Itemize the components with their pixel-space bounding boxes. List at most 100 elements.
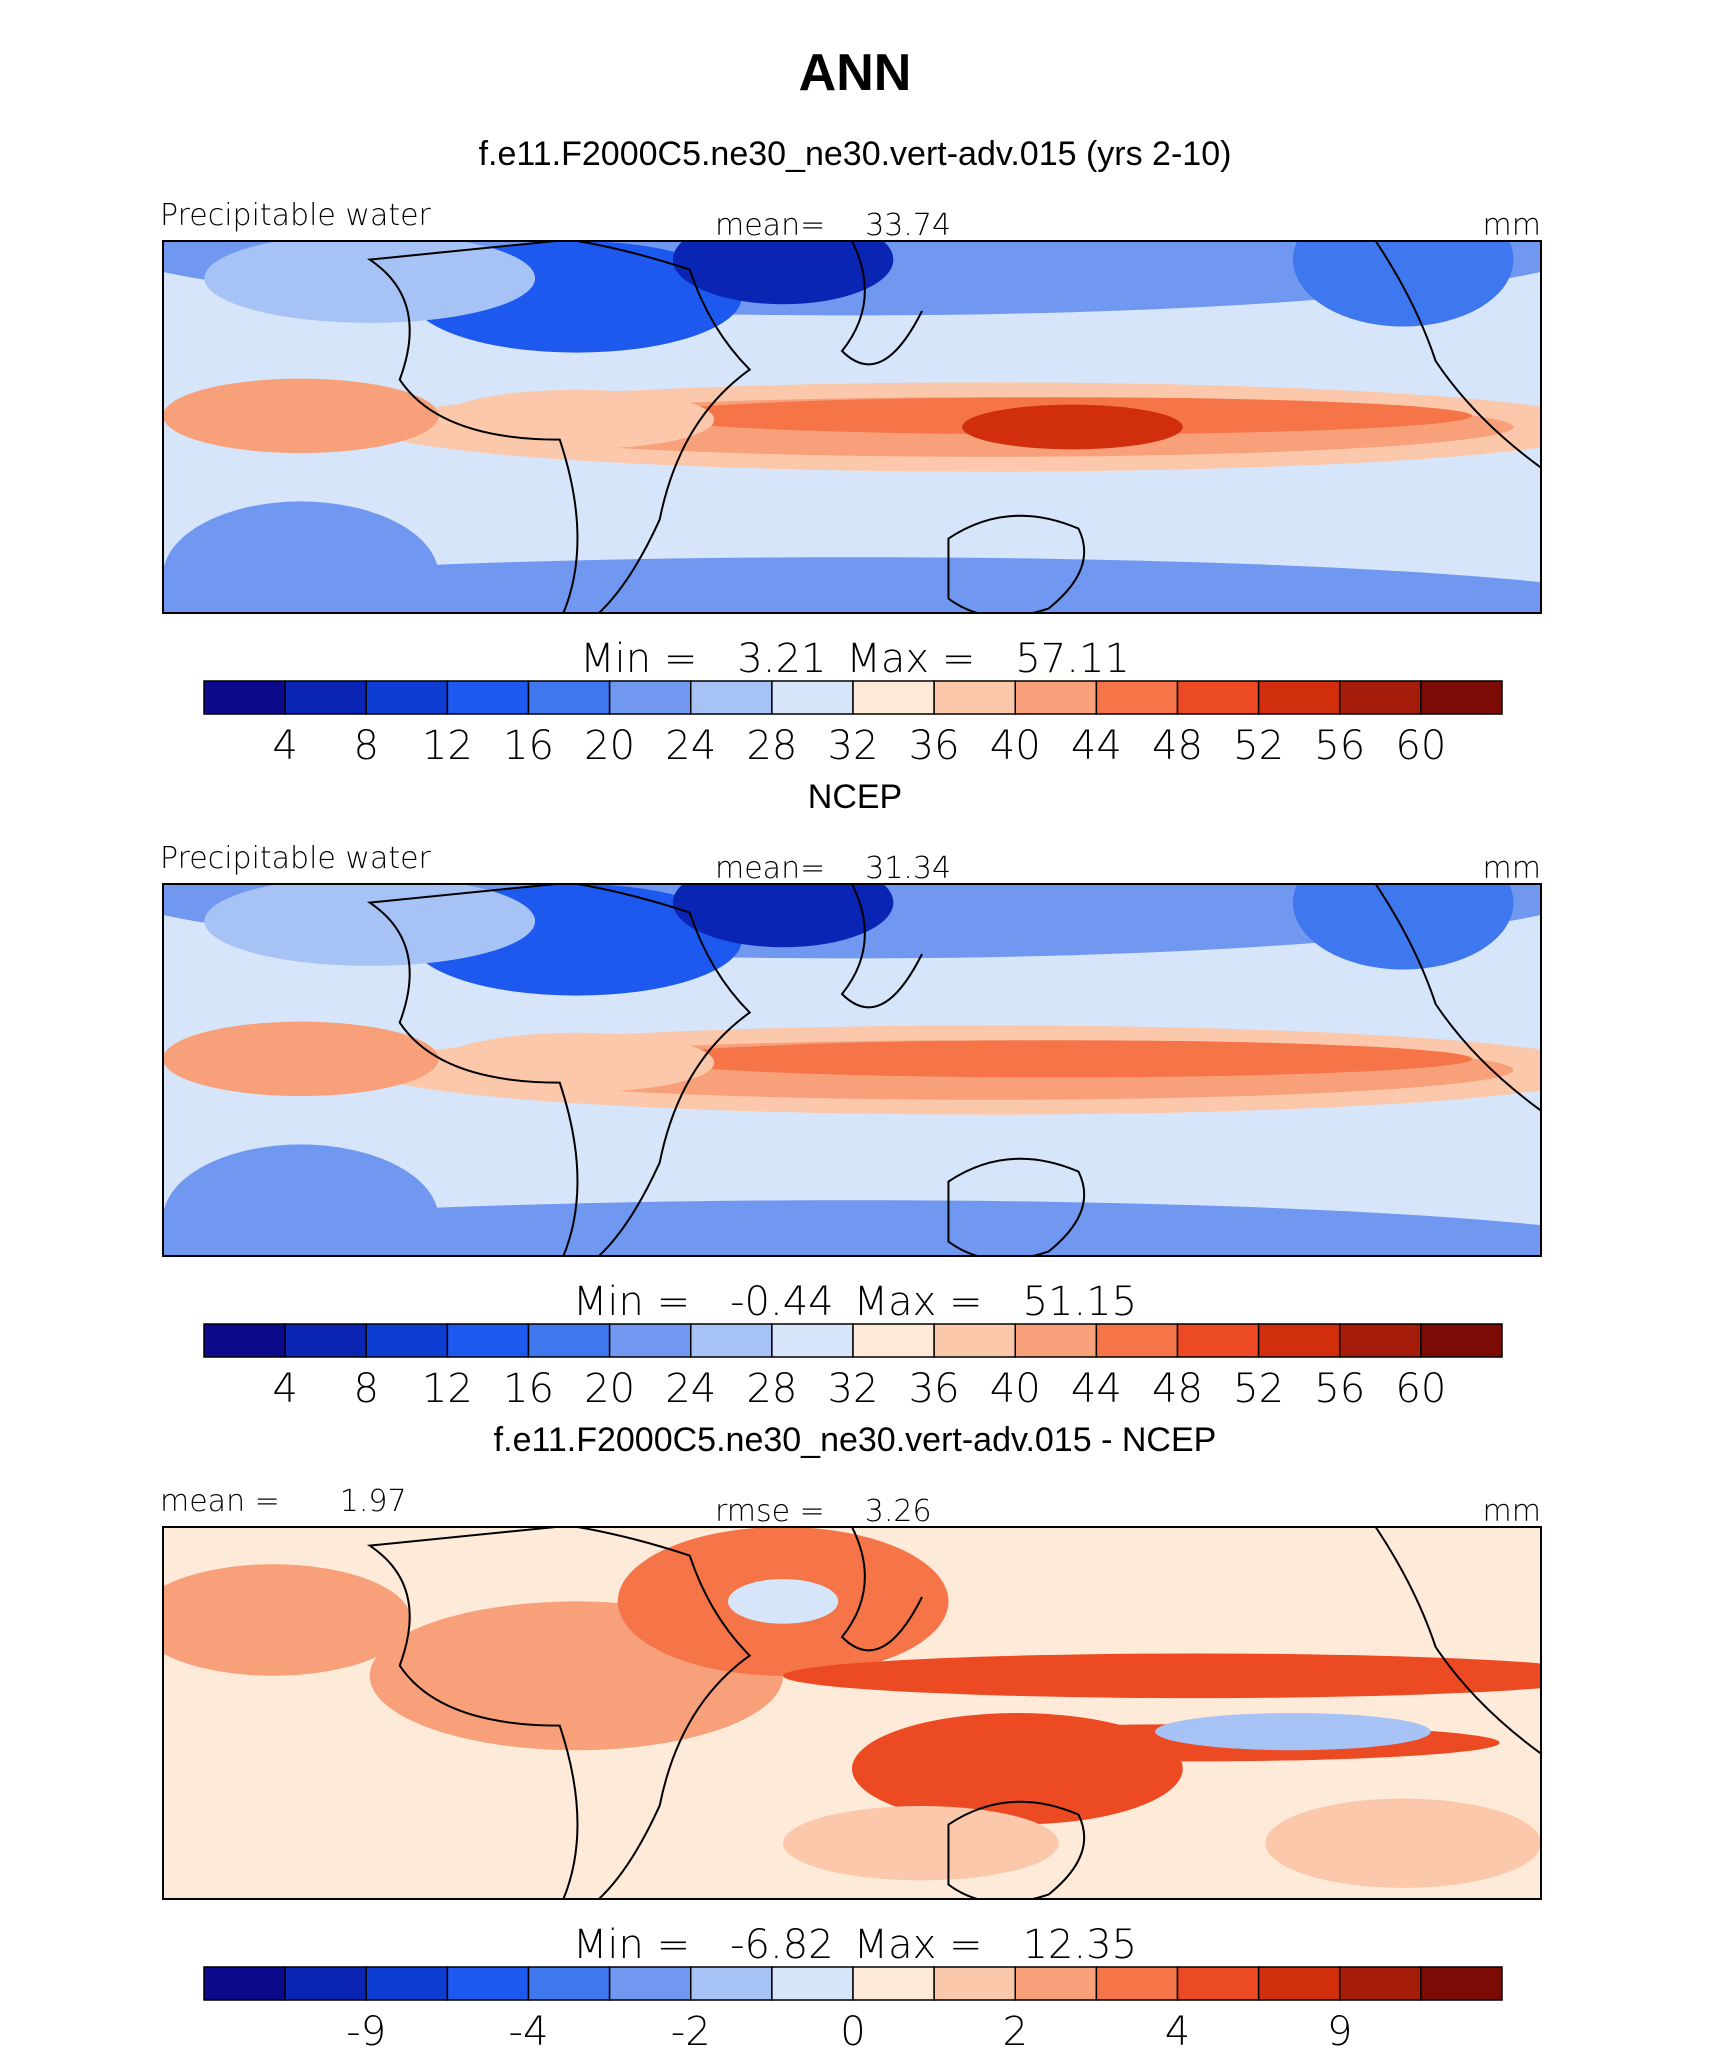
colorbar-box	[446, 1323, 530, 1358]
colorbar-box	[203, 680, 286, 715]
panel: NCEP Precipitable water mean= 31.34 mm Min = -…	[160, 778, 1542, 1412]
colorbar-box	[1420, 1323, 1503, 1358]
colorbar-box	[690, 1323, 773, 1358]
map-region	[163, 1144, 439, 1256]
panel: f.e11.F2000C5.ne30_ne30.vert-adv.015 - N…	[160, 1421, 1542, 2055]
colorbar-label: 44	[1071, 1366, 1122, 1412]
map-region	[163, 1564, 411, 1676]
panel-title: f.e11.F2000C5.ne30_ne30.vert-adv.015 - N…	[494, 1421, 1217, 1459]
colorbar-box	[527, 1323, 611, 1358]
colorbar-label: 4	[272, 1366, 297, 1412]
colorbar-label: 28	[746, 723, 797, 769]
colorbar-box	[1420, 1966, 1503, 2001]
max-label: Max =	[854, 1922, 983, 1968]
map-field	[163, 884, 1541, 1256]
map-region	[163, 1200, 1541, 1256]
units: mm	[1483, 208, 1541, 243]
colorbar-label: 8	[354, 1366, 379, 1412]
colorbar-box	[1014, 1323, 1098, 1358]
colorbar-label: 12	[422, 723, 473, 769]
units: mm	[1483, 851, 1541, 886]
colorbar-label: 8	[354, 723, 379, 769]
map-region	[783, 1806, 1059, 1881]
colorbar-box	[203, 1323, 286, 1358]
colorbar-box	[771, 1323, 854, 1358]
colorbar-label: 52	[1233, 723, 1284, 769]
colorbar-label: 40	[990, 723, 1041, 769]
center-label: rmse = 3.26	[715, 1494, 932, 1529]
colorbar-box	[365, 1966, 449, 2001]
figure-title: ANN	[799, 44, 912, 102]
map-region	[962, 404, 1183, 450]
map-field	[163, 241, 1541, 613]
colorbar-box	[852, 680, 935, 715]
colorbar-label: 60	[1395, 723, 1446, 769]
map-region	[672, 241, 894, 305]
map-region	[163, 501, 439, 613]
colorbar-label: 24	[665, 723, 716, 769]
colorbar-label: 16	[503, 1366, 554, 1412]
colorbar-box	[284, 680, 367, 715]
colorbar-label: 56	[1314, 723, 1365, 769]
colorbar-box	[608, 1323, 692, 1358]
min-label: Min =	[580, 636, 697, 682]
colorbar-box	[446, 1966, 530, 2001]
center-label-text: rmse =	[715, 1494, 825, 1529]
colorbar-label: -4	[509, 2009, 549, 2055]
colorbar-box	[365, 1323, 449, 1358]
colorbar-box	[933, 680, 1016, 715]
colorbar-label: 32	[828, 723, 879, 769]
min-max: Min = 3.21 Max = 57.11	[580, 636, 1130, 682]
max-label: Max =	[854, 1279, 983, 1325]
colorbar-label: 36	[909, 723, 960, 769]
colorbar-box	[852, 1966, 935, 2001]
colorbar-label: 20	[584, 723, 635, 769]
colorbar-box	[1176, 680, 1260, 715]
colorbar-label: 48	[1152, 1366, 1203, 1412]
map-field	[163, 1527, 1541, 1899]
colorbar-label: 4	[272, 723, 297, 769]
colorbar-box	[446, 680, 530, 715]
left-label: Precipitable water	[160, 198, 432, 233]
center-label: mean= 31.34	[715, 851, 951, 886]
colorbar-box	[933, 1966, 1016, 2001]
center-label-text: mean=	[715, 208, 825, 243]
colorbar-box	[1420, 680, 1503, 715]
min-max: Min = -6.82 Max = 12.35	[573, 1922, 1137, 1968]
colorbar-box	[527, 680, 611, 715]
colorbar-label: 0	[840, 2009, 865, 2055]
colorbar-label: 36	[909, 1366, 960, 1412]
max-value: 51.15	[1023, 1279, 1138, 1325]
colorbar-box	[608, 680, 692, 715]
map-region	[1292, 884, 1514, 970]
colorbar-box	[1257, 680, 1341, 715]
colorbar-label: 56	[1314, 1366, 1365, 1412]
colorbar-box	[1095, 1966, 1179, 2001]
max-value: 12.35	[1023, 1922, 1138, 1968]
max-value: 57.11	[1015, 636, 1130, 682]
map-region	[163, 1021, 439, 1097]
colorbar-label: 12	[422, 1366, 473, 1412]
colorbar-label: -2	[671, 2009, 711, 2055]
colorbar-box	[1095, 680, 1179, 715]
map-region	[727, 1579, 839, 1624]
colorbar-box	[1257, 1966, 1341, 2001]
colorbar-label: 44	[1071, 723, 1122, 769]
map-region	[204, 884, 536, 966]
center-value: 31.34	[865, 851, 951, 886]
map-frame	[162, 240, 1542, 614]
colorbar-box	[771, 680, 854, 715]
map-frame	[162, 883, 1542, 1257]
map-region	[438, 1032, 715, 1093]
colorbar-box	[1339, 680, 1422, 715]
colorbar-label: 48	[1152, 723, 1203, 769]
map-region	[204, 241, 536, 323]
colorbar-label: 4	[1165, 2009, 1190, 2055]
colorbar-box	[1014, 1966, 1098, 2001]
map-region	[645, 1040, 1473, 1078]
min-max: Min = -0.44 Max = 51.15	[573, 1279, 1137, 1325]
colorbar-box	[1176, 1966, 1260, 2001]
colorbar-box	[608, 1966, 692, 2001]
colorbar-label: 32	[828, 1366, 879, 1412]
colorbar-label: 2	[1003, 2009, 1028, 2055]
